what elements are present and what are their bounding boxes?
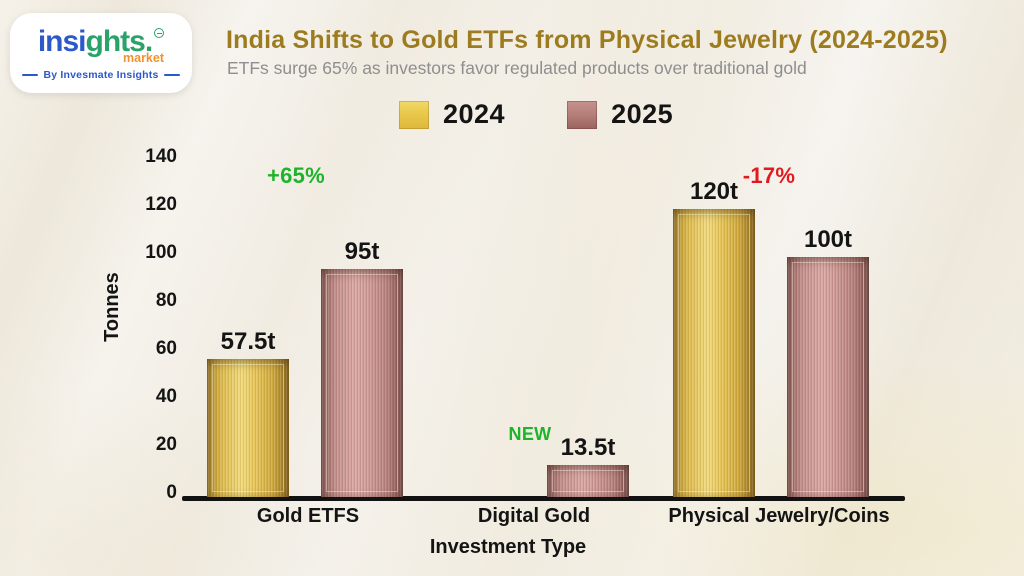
logo-wordmark: insi ghts. (10, 27, 192, 57)
logo-market-label: market (123, 51, 164, 66)
bar-2025-physical-jewelry-coins (787, 257, 869, 497)
legend-item-2025: 2025 (567, 99, 673, 130)
bar-value-2025-physical-jewelry-coins: 100t (803, 226, 853, 253)
tagline-text: By Invesmate Insights (43, 68, 159, 81)
y-tick-label-20: 20 (155, 434, 177, 455)
page-subtitle: ETFs surge 65% as investors favor regula… (227, 58, 807, 78)
chart-legend: 2024 2025 (399, 99, 673, 130)
bar-2025-digital-gold (547, 465, 629, 497)
x-category-physical-jewelry-coins: Physical Jewelry/Coins (668, 505, 890, 527)
x-category-gold-etfs: Gold ETFS (256, 505, 360, 527)
logo-text-blue: insi (37, 25, 87, 59)
y-tick-label-40: 40 (155, 386, 177, 407)
tagline-dash-left (22, 73, 39, 76)
bar-2025-gold-etfs (321, 269, 403, 497)
y-tick-label-80: 80 (155, 290, 177, 311)
bar-inner-outline (212, 364, 284, 492)
annotation-65: +65% (266, 163, 326, 188)
y-axis-title: Tonnes (101, 272, 123, 342)
y-tick-label-120: 120 (145, 194, 177, 215)
y-tick-label-60: 60 (155, 338, 177, 359)
tagline-dash-right (163, 73, 180, 76)
page-title: India Shifts to Gold ETFs from Physical … (226, 26, 948, 54)
logo-text-green: ghts. (85, 25, 154, 59)
annotation-new: NEW (508, 424, 552, 444)
bar-inner-outline (552, 470, 624, 492)
bar-value-2025-gold-etfs: 95t (344, 238, 380, 265)
logo-tagline: By Invesmate Insights (10, 69, 192, 81)
legend-label-2025: 2025 (611, 99, 674, 129)
x-axis-line (182, 496, 905, 501)
y-tick-label-100: 100 (145, 242, 177, 263)
bar-inner-outline (678, 214, 750, 492)
bar-2024-gold-etfs (207, 359, 289, 497)
y-tick-label-0: 0 (166, 482, 177, 503)
bar-value-2024-physical-jewelry-coins: 120t (689, 178, 739, 205)
registered-mark-icon (154, 28, 165, 39)
x-category-digital-gold: Digital Gold (477, 505, 591, 527)
logo-card: insi ghts. market By Invesmate Insights (10, 13, 192, 93)
x-axis-title: Investment Type (429, 536, 587, 558)
bar-value-2024-gold-etfs: 57.5t (220, 328, 276, 355)
legend-swatch-2024 (399, 100, 429, 129)
bar-2024-physical-jewelry-coins (673, 209, 755, 497)
bar-inner-outline (326, 274, 398, 492)
bar-inner-outline (792, 262, 864, 492)
bar-value-2025-digital-gold: 13.5t (560, 434, 616, 461)
legend-label-2024: 2024 (443, 99, 506, 129)
legend-item-2024: 2024 (399, 99, 505, 130)
annotation-17: -17% (742, 163, 796, 188)
y-tick-label-140: 140 (145, 146, 177, 167)
legend-swatch-2025 (567, 100, 598, 129)
